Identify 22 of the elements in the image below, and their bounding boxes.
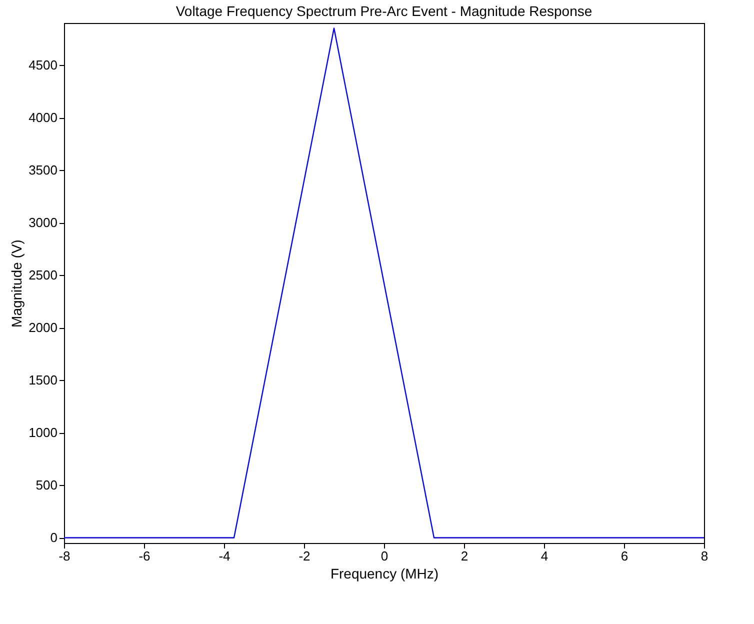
y-tick-label: 4000 bbox=[28, 110, 58, 126]
y-tick-label: 1000 bbox=[28, 425, 58, 440]
y-tick-label: 3500 bbox=[28, 162, 58, 178]
x-tick-label: 0 bbox=[380, 548, 388, 564]
x-tick-label: 2 bbox=[460, 548, 468, 564]
y-tick-label: 4500 bbox=[28, 58, 58, 73]
x-tick-label: 8 bbox=[700, 548, 708, 564]
x-tick-label: 6 bbox=[620, 548, 628, 564]
y-tick-label: 2500 bbox=[28, 268, 58, 283]
x-tick-label: -6 bbox=[138, 548, 150, 564]
x-tick-label: 4 bbox=[540, 548, 548, 564]
x-tick-label: -4 bbox=[218, 548, 230, 564]
chart-title: Voltage Frequency Spectrum Pre-Arc Event - Magnitude Response bbox=[176, 3, 592, 19]
x-tick-label: -2 bbox=[298, 548, 310, 564]
y-tick-label: 0 bbox=[50, 530, 58, 546]
y-axis-title: Magnitude (V) bbox=[8, 240, 25, 328]
y-tick-label: 1500 bbox=[28, 372, 58, 388]
x-tick-label: -8 bbox=[58, 548, 70, 564]
y-tick-label: 3000 bbox=[28, 215, 58, 230]
y-tick-label: 500 bbox=[36, 478, 58, 493]
y-tick-label: 2000 bbox=[28, 320, 58, 336]
x-axis-title: Frequency (MHz) bbox=[330, 566, 439, 582]
